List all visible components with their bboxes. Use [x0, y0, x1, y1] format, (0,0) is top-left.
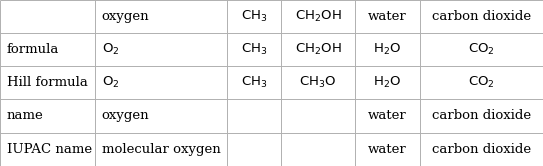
Text: carbon dioxide: carbon dioxide — [432, 10, 531, 23]
Text: formula: formula — [7, 43, 59, 56]
Text: carbon dioxide: carbon dioxide — [432, 143, 531, 156]
Text: water: water — [368, 109, 407, 123]
Text: oxygen: oxygen — [102, 109, 149, 123]
Text: Hill formula: Hill formula — [7, 76, 87, 89]
Text: $\mathrm{CH_2OH}$: $\mathrm{CH_2OH}$ — [295, 9, 342, 24]
Text: oxygen: oxygen — [102, 10, 149, 23]
Text: $\mathrm{CH_3}$: $\mathrm{CH_3}$ — [241, 42, 267, 57]
Text: water: water — [368, 143, 407, 156]
Text: carbon dioxide: carbon dioxide — [432, 109, 531, 123]
Text: IUPAC name: IUPAC name — [7, 143, 92, 156]
Text: $\mathrm{CH_3O}$: $\mathrm{CH_3O}$ — [299, 75, 337, 90]
Text: $\mathrm{CH_2OH}$: $\mathrm{CH_2OH}$ — [295, 42, 342, 57]
Text: $\mathrm{CO_2}$: $\mathrm{CO_2}$ — [468, 75, 495, 90]
Text: $\mathrm{O_2}$: $\mathrm{O_2}$ — [102, 42, 119, 57]
Text: name: name — [7, 109, 43, 123]
Text: $\mathrm{O_2}$: $\mathrm{O_2}$ — [102, 75, 119, 90]
Text: molecular oxygen: molecular oxygen — [102, 143, 220, 156]
Text: $\mathrm{H_2O}$: $\mathrm{H_2O}$ — [373, 42, 401, 57]
Text: $\mathrm{H_2O}$: $\mathrm{H_2O}$ — [373, 75, 401, 90]
Text: $\mathrm{CH_3}$: $\mathrm{CH_3}$ — [241, 75, 267, 90]
Text: $\mathrm{CH_3}$: $\mathrm{CH_3}$ — [241, 9, 267, 24]
Text: $\mathrm{CO_2}$: $\mathrm{CO_2}$ — [468, 42, 495, 57]
Text: water: water — [368, 10, 407, 23]
